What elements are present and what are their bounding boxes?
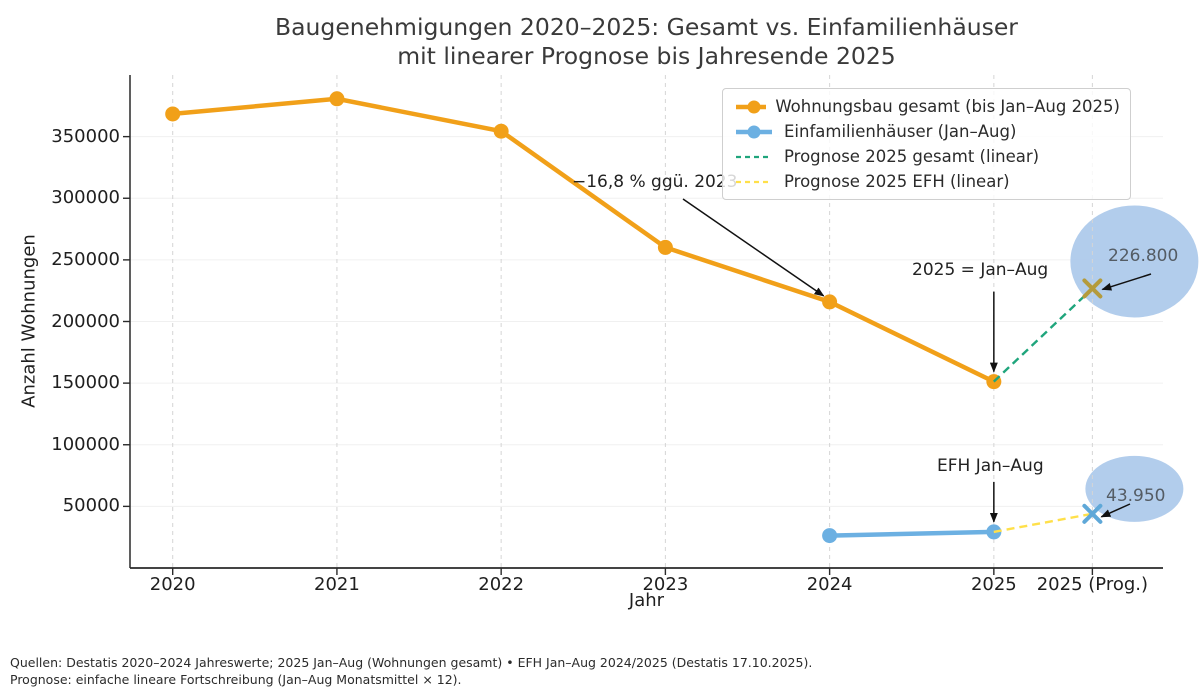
x-marker: [1082, 503, 1103, 524]
legend-label-gesamt: Wohnungsbau gesamt (bis Jan–Aug 2025): [775, 97, 1120, 116]
x-tick-label: 2025: [970, 574, 1017, 595]
annotation-arrow: [1101, 273, 1152, 291]
annotation-arrow: [1100, 503, 1131, 518]
x-marker: [1082, 278, 1103, 299]
legend-sample-marker: [747, 125, 761, 138]
x-tick-label: 2020: [149, 574, 196, 595]
legend-line-sample-gesamt: [736, 100, 767, 113]
source-note-line2: Prognose: einfache lineare Fortschreibun…: [10, 672, 462, 687]
data-point: [822, 294, 838, 310]
legend-line-sample-efh: [736, 125, 772, 138]
data-point: [329, 91, 345, 107]
y-tick-label: 300000: [51, 187, 120, 209]
source-note-line1: Quellen: Destatis 2020–2024 Jahreswerte;…: [10, 655, 813, 670]
x-tick-label: 2023: [642, 574, 689, 595]
annotation-total-janaug: 2025 = Jan–Aug: [912, 260, 1049, 280]
legend-label-prognose-gesamt: Prognose 2025 gesamt (linear): [784, 147, 1040, 166]
series-line-1: [829, 529, 994, 538]
data-point: [165, 106, 181, 122]
data-point: [493, 123, 509, 139]
y-tick-label: 100000: [51, 433, 120, 455]
legend-item-gesamt: Wohnungsbau gesamt (bis Jan–Aug 2025): [733, 94, 1120, 119]
annotation-efh-prognose-value: 43.950: [1106, 486, 1166, 506]
source-note: Quellen: Destatis 2020–2024 Jahreswerte;…: [10, 654, 812, 687]
y-tick-label: 200000: [51, 310, 120, 332]
y-tick-label: 50000: [62, 495, 120, 517]
series-line-0: [172, 96, 995, 384]
x-tick-label: 2025 (Prog.): [1036, 574, 1149, 595]
annotation-arrow: [682, 198, 825, 297]
legend-line-sample-prognose-gesamt: [736, 155, 772, 158]
x-tick-label: 2021: [314, 574, 360, 595]
legend-item-efh: Einfamilienhäuser (Jan–Aug): [733, 119, 1120, 144]
chart-title: Baugenehmigungen 2020–2025: Gesamt vs. E…: [130, 13, 1163, 71]
x-tick-label: 2024: [806, 574, 853, 595]
legend-item-prognose-efh: Prognose 2025 EFH (linear): [733, 169, 1120, 194]
chart-title-line1: Baugenehmigungen 2020–2025: Gesamt vs. E…: [275, 13, 1018, 41]
highlight-ellipse: [1085, 455, 1184, 522]
legend-line-sample-prognose-efh: [736, 180, 772, 183]
chart-title-line2: mit linearer Prognose bis Jahresende 202…: [397, 42, 896, 70]
legend: Wohnungsbau gesamt (bis Jan–Aug 2025) Ei…: [722, 88, 1131, 200]
annotation-total-prognose-value: 226.800: [1108, 246, 1179, 266]
legend-sample-marker: [747, 100, 761, 113]
series-line-2: [992, 287, 1094, 383]
annotation-pct-change: −16,8 % ggü. 2023: [572, 172, 738, 192]
legend-label-prognose-efh: Prognose 2025 EFH (linear): [784, 172, 1010, 191]
data-point: [657, 239, 673, 255]
y-tick-label: 150000: [51, 372, 120, 394]
legend-label-efh: Einfamilienhäuser (Jan–Aug): [784, 122, 1017, 141]
legend-item-prognose-gesamt: Prognose 2025 gesamt (linear): [733, 144, 1120, 169]
y-tick-label: 350000: [51, 125, 120, 147]
series-line-3: [993, 512, 1093, 534]
y-tick-label: 250000: [51, 248, 120, 270]
data-point: [822, 528, 838, 544]
annotation-efh-janaug: EFH Jan–Aug: [937, 456, 1044, 476]
x-axis-label: Jahr: [628, 590, 665, 611]
x-tick-label: 2022: [478, 574, 525, 595]
